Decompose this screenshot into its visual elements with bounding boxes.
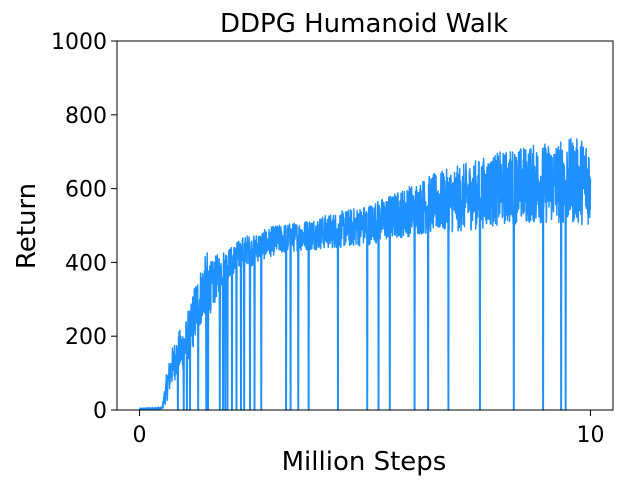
chart-title: DDPG Humanoid Walk	[220, 9, 508, 39]
plot-frame	[116, 40, 614, 411]
x-tick-label: 0	[133, 423, 147, 448]
y-tick-label: 0	[93, 399, 107, 424]
x-tick-label: 10	[576, 423, 604, 448]
y-tick-label: 800	[65, 104, 107, 129]
x-axis-label: Million Steps	[282, 447, 447, 477]
y-axis: 0 200 400 600 800 1000	[51, 30, 117, 424]
y-axis-label: Return	[12, 183, 42, 269]
y-tick-label: 1000	[51, 30, 107, 55]
y-tick-label: 200	[65, 325, 107, 350]
y-tick-label: 600	[65, 178, 107, 203]
series-line	[138, 138, 592, 411]
y-tick-label: 400	[65, 251, 107, 276]
x-axis: 0 10	[133, 410, 604, 448]
plot-area	[138, 138, 592, 411]
